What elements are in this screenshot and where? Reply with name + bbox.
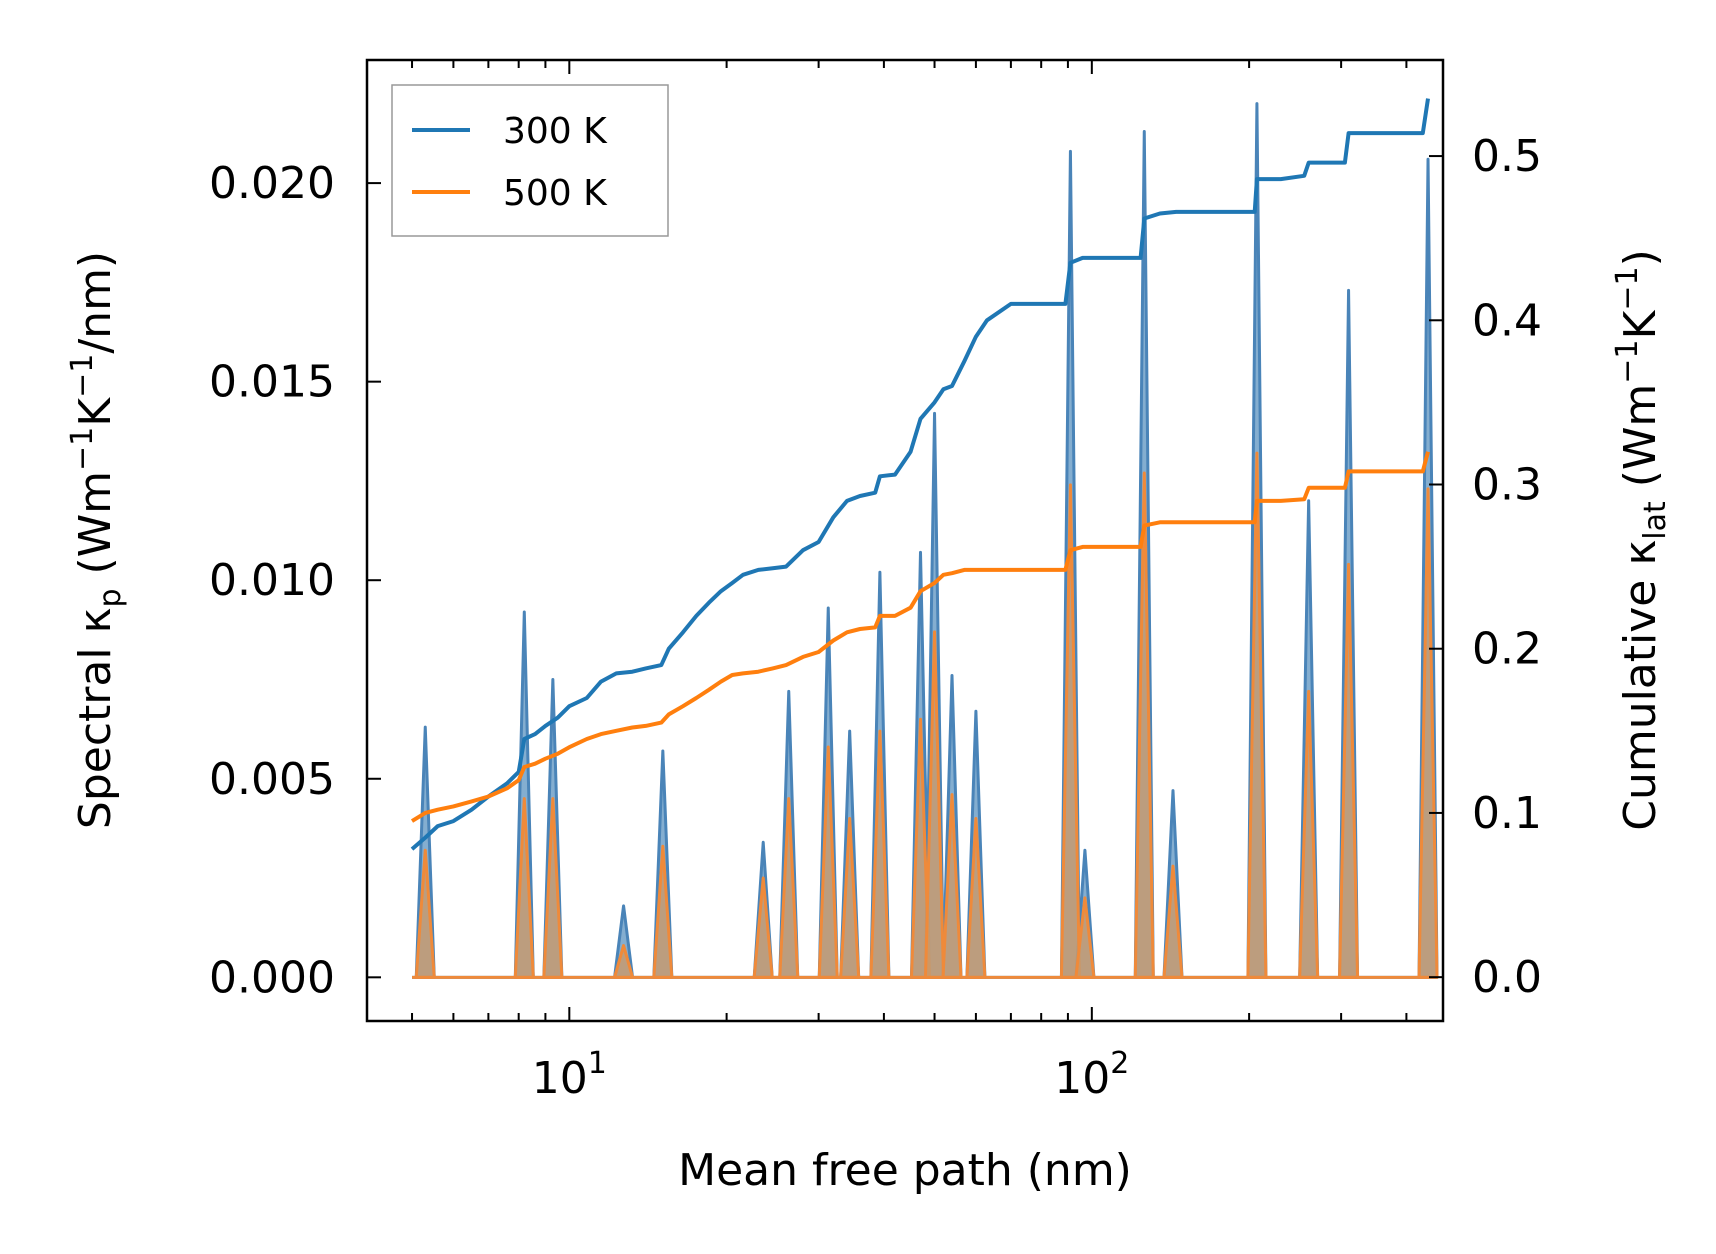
y-right-tick-label-4: 0.4 xyxy=(1472,295,1542,346)
spectral-500k-fill-group xyxy=(412,451,1439,979)
legend-label-300k: 300 K xyxy=(503,111,608,152)
y-left-tick-label-3: 0.015 xyxy=(209,357,335,408)
y-right-tick-label-1: 0.1 xyxy=(1472,788,1542,839)
x-axis-label: Mean free path (nm) xyxy=(678,1145,1132,1196)
cumulative-300k-line xyxy=(410,98,1430,851)
cumulative-500k-line xyxy=(410,451,1430,823)
x-tick-label-1: 102 xyxy=(1054,1046,1129,1104)
y-right-tick-label-0: 0.0 xyxy=(1472,952,1542,1003)
tick-labels-group: 101 102 0.000 0.005 0.010 0.015 0.020 0.0 0.1 0.2… xyxy=(209,131,1542,1104)
y-axis-left-label: Spectral κp (Wm−1K−1/nm) xyxy=(65,251,128,829)
y-left-tick-label-2: 0.010 xyxy=(209,555,335,606)
y-left-tick-label-4: 0.020 xyxy=(209,158,335,209)
y-axis-right-label: Cumulative κlat (Wm−1K−1) xyxy=(1610,249,1673,831)
y-left-tick-label-1: 0.005 xyxy=(209,754,335,805)
legend-label-500k: 500 K xyxy=(503,173,608,214)
legend: 300 K 500 K xyxy=(391,84,669,237)
y-right-tick-label-3: 0.3 xyxy=(1472,460,1542,511)
cumulative-lines-group xyxy=(410,98,1430,851)
y-right-tick-label-2: 0.2 xyxy=(1472,624,1542,675)
plot-frame xyxy=(365,58,1445,1023)
x-tick-label-0: 101 xyxy=(532,1046,607,1104)
legend-box xyxy=(391,84,669,237)
ticks-group xyxy=(367,60,1443,1021)
y-right-tick-label-5: 0.5 xyxy=(1472,131,1542,182)
y-left-tick-label-0: 0.000 xyxy=(209,952,335,1003)
